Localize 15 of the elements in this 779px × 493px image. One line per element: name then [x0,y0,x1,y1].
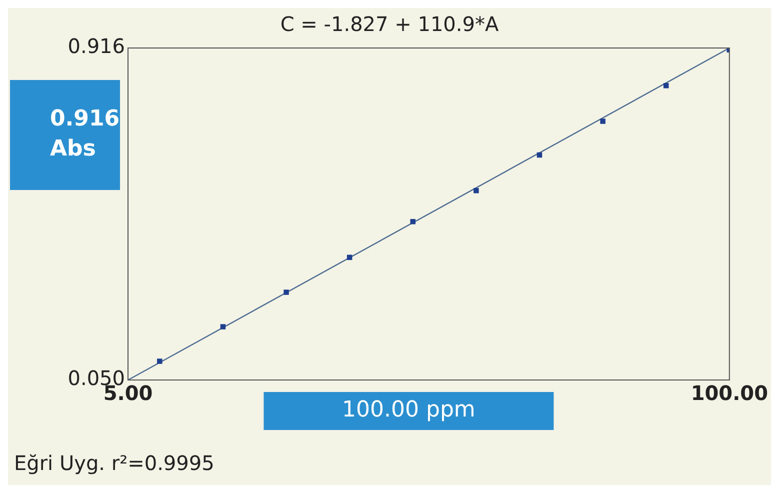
point [220,324,226,330]
point [410,219,416,224]
x-tick-label: 100.00 [690,381,768,406]
text: Eğri Uyg. r²=0.9995 [14,451,214,476]
point [157,358,162,364]
point [600,118,606,124]
point [346,254,352,260]
point [284,290,289,295]
x-axis-title: 100.00 ppm [342,398,476,423]
y-tick-label: 0.916 [68,34,125,58]
point [474,188,479,194]
chart-title: C = -1.827 + 110.9*A [280,12,499,36]
point [663,82,669,88]
point [536,152,542,158]
y-axis-title: 0.916 Abs [50,106,120,162]
